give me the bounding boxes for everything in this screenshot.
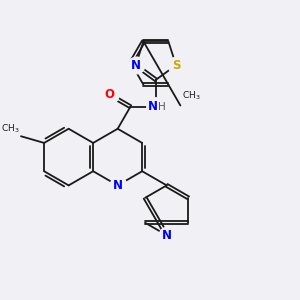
Text: CH$_3$: CH$_3$ bbox=[182, 90, 200, 102]
Text: N: N bbox=[162, 229, 172, 242]
Text: N: N bbox=[148, 100, 158, 113]
Text: O: O bbox=[105, 88, 115, 101]
Text: S: S bbox=[172, 58, 180, 72]
Text: H: H bbox=[158, 102, 166, 112]
Text: N: N bbox=[113, 179, 123, 192]
Text: N: N bbox=[131, 58, 141, 72]
Text: CH$_3$: CH$_3$ bbox=[1, 122, 20, 135]
